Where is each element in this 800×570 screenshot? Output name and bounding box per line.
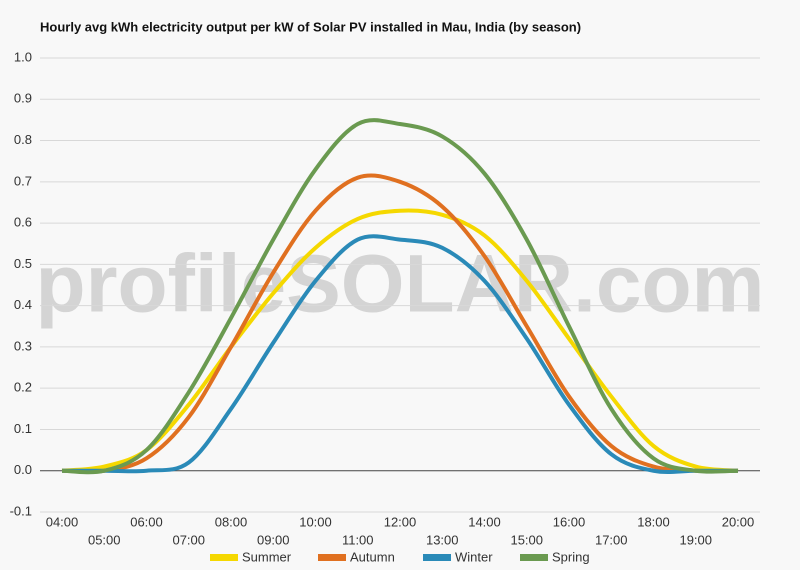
legend-label: Autumn	[350, 549, 395, 564]
y-tick-label: 0.6	[14, 215, 32, 230]
series-line	[61, 173, 739, 474]
series-line	[61, 234, 738, 474]
y-tick-label: 0.5	[14, 256, 32, 271]
x-tick-label: 19:00	[679, 532, 712, 547]
x-tick-label: 15:00	[510, 532, 543, 547]
legend-label: Winter	[455, 549, 493, 564]
y-tick-label: 1.0	[14, 49, 32, 64]
x-tick-label: 17:00	[595, 532, 628, 547]
y-tick-label: 0.0	[14, 462, 32, 477]
y-tick-label: 0.1	[14, 421, 32, 436]
y-tick-label: -0.1	[10, 503, 32, 518]
y-tick-label: 0.8	[14, 132, 32, 147]
x-tick-label: 12:00	[384, 514, 417, 529]
x-tick-label: 16:00	[553, 514, 586, 529]
legend-swatch	[318, 554, 346, 561]
x-tick-label: 04:00	[46, 514, 79, 529]
legend-label: Spring	[552, 549, 590, 564]
y-tick-label: 0.4	[14, 297, 32, 312]
y-tick-label: 0.2	[14, 380, 32, 395]
x-tick-label: 10:00	[299, 514, 332, 529]
watermark: profileSOLAR.com	[36, 239, 765, 330]
x-tick-label: 05:00	[88, 532, 121, 547]
x-tick-label: 13:00	[426, 532, 459, 547]
legend-label: Summer	[242, 549, 292, 564]
x-tick-label: 08:00	[215, 514, 248, 529]
legend-swatch	[210, 554, 238, 561]
x-tick-label: 11:00	[342, 532, 374, 547]
x-tick-label: 07:00	[172, 532, 205, 547]
y-tick-label: 0.9	[14, 91, 32, 106]
x-tick-label: 06:00	[130, 514, 163, 529]
x-tick-label: 09:00	[257, 532, 290, 547]
x-tick-label: 18:00	[637, 514, 670, 529]
y-tick-label: 0.7	[14, 173, 32, 188]
y-tick-label: 0.3	[14, 338, 32, 353]
x-tick-label: 20:00	[722, 514, 755, 529]
legend-swatch	[520, 554, 548, 561]
series-line	[61, 118, 739, 475]
chart-title: Hourly avg kWh electricity output per kW…	[40, 19, 581, 34]
x-tick-label: 14:00	[468, 514, 501, 529]
series-line	[61, 208, 739, 473]
legend-swatch	[423, 554, 451, 561]
